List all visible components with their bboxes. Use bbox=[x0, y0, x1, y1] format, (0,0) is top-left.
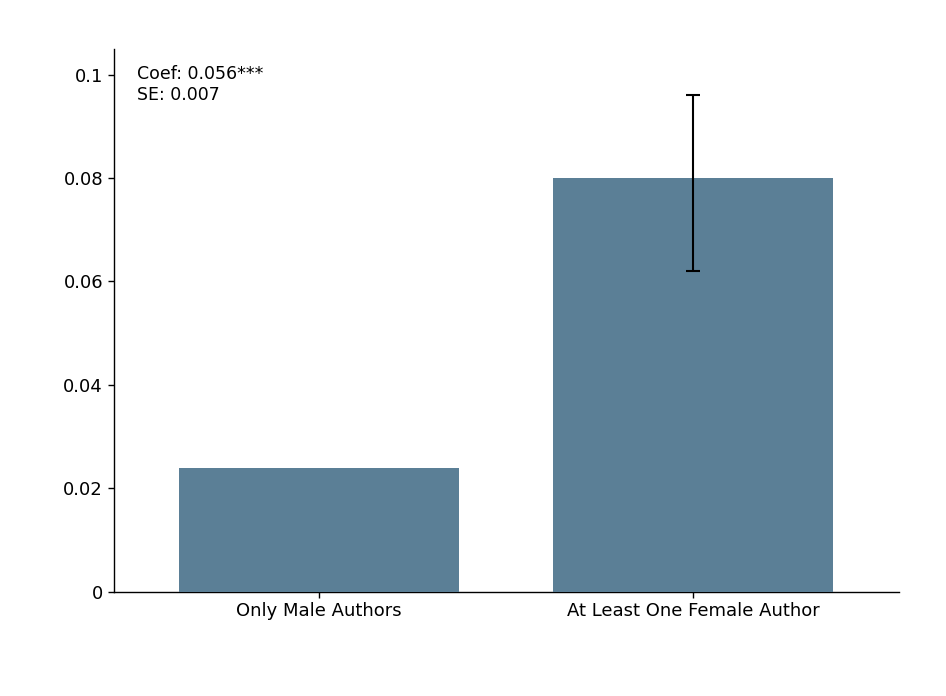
Text: Coef: 0.056***
SE: 0.007: Coef: 0.056*** SE: 0.007 bbox=[137, 65, 263, 104]
Bar bbox=[179, 468, 460, 592]
Bar bbox=[552, 178, 833, 592]
